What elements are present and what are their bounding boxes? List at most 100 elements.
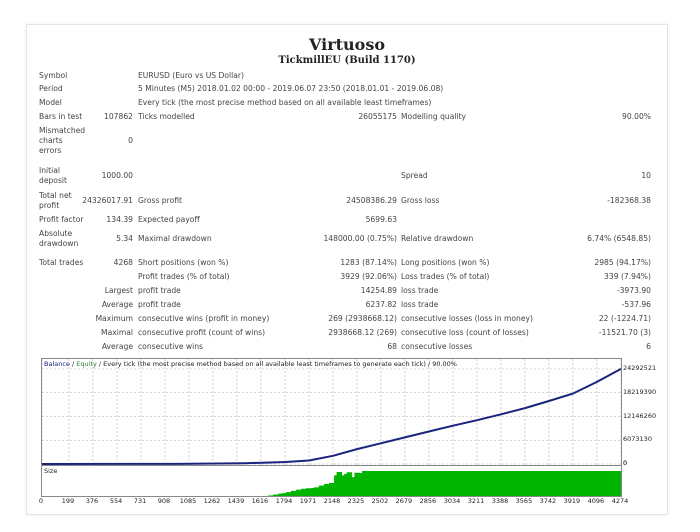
avg-consec-losses-label: consecutive losses xyxy=(401,342,473,351)
x-tick-label: 554 xyxy=(109,497,123,505)
long-value: 2985 (94.17%) xyxy=(594,258,651,267)
reldd-value: 6.74% (6548.85) xyxy=(587,234,651,243)
mismatch-label-3: errors xyxy=(39,146,62,155)
mismatch-label-2: charts xyxy=(39,136,63,145)
size-label: Size xyxy=(44,467,58,475)
period-value: 5 Minutes (M5) 2018.01.02 00:00 - 2019.0… xyxy=(138,84,444,93)
size-axis-zero: 0 xyxy=(623,459,628,467)
x-tick-label: 3565 xyxy=(515,497,533,505)
average-label: Average xyxy=(101,300,133,309)
x-tick-label: 4096 xyxy=(587,497,605,505)
avg-consec-wins-label: consecutive wins xyxy=(138,342,204,351)
report-frame: Virtuoso TickmillEU (Build 1170) Symbol … xyxy=(26,24,668,515)
netprofit-label-2: profit xyxy=(39,201,60,210)
deposit-value: 1000.00 xyxy=(101,171,133,180)
x-tick-label: 3388 xyxy=(491,497,509,505)
bars-value: 107862 xyxy=(104,112,133,121)
model-value: Every tick (the most precise method base… xyxy=(138,98,432,107)
maximum-label: Maximum xyxy=(95,314,133,323)
size-bar xyxy=(323,484,330,496)
average2-label: Average xyxy=(101,342,133,351)
payoff-label: Expected payoff xyxy=(138,215,200,224)
x-tick-label: 1262 xyxy=(203,497,221,505)
absdd-label-1: Absolute xyxy=(39,229,73,238)
average-loss-label: loss trade xyxy=(401,300,439,309)
x-tick-label: 3034 xyxy=(443,497,461,505)
ticks-value: 26055175 xyxy=(358,112,397,121)
deposit-label-1: Initial xyxy=(39,166,61,175)
x-tick-label: 3919 xyxy=(563,497,581,505)
x-tick-label: 2856 xyxy=(419,497,437,505)
x-tick-label: 908 xyxy=(157,497,171,505)
max-consec-profit-label: consecutive profit (count of wins) xyxy=(138,328,266,337)
largest-loss-label: loss trade xyxy=(401,286,439,295)
grossprofit-value: 24508386.29 xyxy=(346,196,397,205)
ptrades-value: 3929 (92.06%) xyxy=(340,272,397,281)
max-consec-losses-value: 22 (-1224.71) xyxy=(598,314,651,323)
avg-consec-wins-value: 68 xyxy=(387,342,397,351)
grossprofit-label: Gross profit xyxy=(138,196,182,205)
absdd-label-2: drawdown xyxy=(39,239,79,248)
quality-value: 90.00% xyxy=(622,112,651,121)
x-tick-label: 3211 xyxy=(467,497,485,505)
y-tick-label: 12146260 xyxy=(623,411,657,420)
netprofit-value: 24326017.91 xyxy=(82,196,133,205)
series-line-balance xyxy=(42,368,621,465)
largest-profit-label: profit trade xyxy=(138,286,181,295)
average-profit-label: profit trade xyxy=(138,300,181,309)
balance-chart: Balance / Equity / Every tick (the most … xyxy=(41,358,622,468)
legend-equity: Equity xyxy=(76,360,97,368)
max-consec-profit-value: 2938668.12 (269) xyxy=(328,328,397,337)
largest-label: Largest xyxy=(104,286,133,295)
size-chart-svg xyxy=(268,471,621,496)
ltrades-value: 339 (7.94%) xyxy=(604,272,651,281)
ticks-label: Ticks modelled xyxy=(138,112,195,121)
reldd-label: Relative drawdown xyxy=(401,234,474,243)
balance-chart-svg xyxy=(42,359,621,467)
max-consec-losses-label: consecutive losses (loss in money) xyxy=(401,314,533,323)
spread-value: 10 xyxy=(641,171,651,180)
mismatch-value: 0 xyxy=(128,136,133,145)
netprofit-label-1: Total net xyxy=(39,191,72,200)
quality-label: Modelling quality xyxy=(401,112,467,121)
symbol-label: Symbol xyxy=(39,71,68,80)
y-tick-label: 18219390 xyxy=(623,387,657,396)
average-loss-value: -537.96 xyxy=(621,300,651,309)
grossloss-value: -182368.38 xyxy=(607,196,651,205)
size-panel: Size xyxy=(41,465,622,497)
maximal-label: Maximal xyxy=(101,328,133,337)
x-tick-label: 0 xyxy=(38,497,44,505)
x-tick-label: 731 xyxy=(133,497,147,505)
report-title: Virtuoso xyxy=(308,35,385,54)
legend-rest: / Every tick (the most precise method ba… xyxy=(96,360,457,368)
x-tick-label: 1971 xyxy=(299,497,317,505)
absdd-value: 5.34 xyxy=(116,234,133,243)
payoff-value: 5699.63 xyxy=(365,215,397,224)
spread-label: Spread xyxy=(401,171,428,180)
maxdd-label: Maximal drawdown xyxy=(138,234,212,243)
max-consec-wins-label: consecutive wins (profit in money) xyxy=(138,314,270,323)
trades-label: Total trades xyxy=(39,258,84,267)
x-tick-label: 1616 xyxy=(251,497,269,505)
x-tick-label: 1794 xyxy=(275,497,293,505)
largest-loss-value: -3973.90 xyxy=(616,286,651,295)
avg-consec-losses-value: 6 xyxy=(646,342,651,351)
x-tick-label: 1085 xyxy=(179,497,197,505)
bars-label: Bars in test xyxy=(39,112,83,121)
period-label: Period xyxy=(39,84,63,93)
x-tick-label: 3742 xyxy=(539,497,557,505)
size-bar xyxy=(618,471,621,496)
maxdd-value: 148000.00 (0.75%) xyxy=(323,234,397,243)
model-label: Model xyxy=(39,98,62,107)
x-tick-label: 199 xyxy=(61,497,75,505)
largest-profit-value: 14254.89 xyxy=(360,286,397,295)
pf-label: Profit factor xyxy=(39,215,84,224)
short-value: 1283 (87.14%) xyxy=(340,258,397,267)
mismatch-label-1: Mismatched xyxy=(39,126,86,135)
grossloss-label: Gross loss xyxy=(401,196,440,205)
report-subtitle: TickmillEU (Build 1170) xyxy=(278,55,416,66)
x-tick-label: 376 xyxy=(85,497,99,505)
max-consec-loss-label: consecutive loss (count of losses) xyxy=(401,328,529,337)
max-consec-loss-value: -11521.70 (3) xyxy=(598,328,651,337)
ltrades-label: Loss trades (% of total) xyxy=(401,272,490,281)
